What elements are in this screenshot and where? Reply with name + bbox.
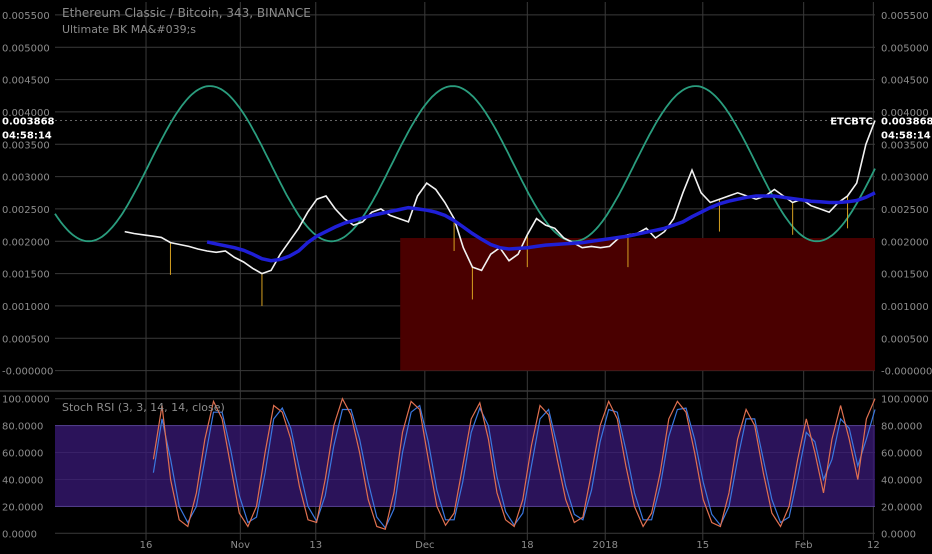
- price-tick-label-right: 0.002500: [881, 205, 929, 216]
- x-tick-label: Feb: [795, 540, 813, 550]
- rsi-tick-label-left: 80.0000: [2, 422, 43, 433]
- price-tick-label-left: 0.002500: [2, 205, 50, 216]
- price-tick-label-left: 0.000500: [2, 334, 50, 345]
- x-tick-label: 12: [867, 540, 880, 550]
- x-tick-label: 18: [521, 540, 534, 550]
- chart-title: Ethereum Classic / Bitcoin, 343, BINANCE: [62, 6, 311, 20]
- last-price-right: 0.003868: [881, 116, 932, 127]
- rsi-tick-label-right: 100.0000: [881, 395, 929, 406]
- price-tick-label-left: 0.004500: [2, 76, 50, 87]
- price-tick-label-right: 0.001000: [881, 302, 929, 313]
- price-tick-label-right: 0.000500: [881, 334, 929, 345]
- rsi-tick-label-right: 60.0000: [881, 449, 922, 460]
- price-tick-label-right: 0.004000: [881, 108, 929, 119]
- symbol-label: ETCBTC: [830, 116, 873, 127]
- last-price-left: 0.003868: [2, 116, 55, 127]
- rsi-tick-label-right: 20.0000: [881, 502, 922, 513]
- price-tick-label-right: 0.003000: [881, 173, 929, 184]
- cycle-line: [54, 85, 876, 243]
- price-tick-label-left: 0.001500: [2, 270, 50, 281]
- countdown-left: 04:58:14: [2, 130, 52, 141]
- rsi-tick-label-left: 60.0000: [2, 449, 43, 460]
- x-tick-label: Nov: [231, 540, 251, 550]
- price-tick-label-left: 0.002000: [2, 237, 50, 248]
- price-tick-label-left: 0.001000: [2, 302, 50, 313]
- price-tick-label-right: 0.005500: [881, 11, 929, 22]
- x-tick-label: 16: [140, 540, 153, 550]
- rsi-k-line: [152, 397, 876, 530]
- x-tick-label: 13: [309, 540, 322, 550]
- price-tick-label-right: -0.000000: [881, 367, 932, 378]
- rsi-tick-label-right: 80.0000: [881, 422, 922, 433]
- price-tick-label-left: 0.003500: [2, 140, 50, 151]
- rsi-tick-label-left: 20.0000: [2, 502, 43, 513]
- price-tick-label-left: -0.000000: [2, 367, 53, 378]
- rsi-label: Stoch RSI (3, 3, 14, 14, close): [62, 401, 225, 414]
- rsi-tick-label-right: 40.0000: [881, 475, 922, 486]
- volume-profile-area: [400, 238, 875, 371]
- x-tick-label: Dec: [415, 540, 434, 550]
- rsi-tick-label-left: 0.0000: [2, 529, 37, 540]
- price-tick-label-left: 0.005000: [2, 43, 50, 54]
- rsi-tick-label-right: 0.0000: [881, 529, 916, 540]
- price-tick-label-right: 0.002000: [881, 237, 929, 248]
- price-tick-label-right: 0.003500: [881, 140, 929, 151]
- price-tick-label-right: 0.001500: [881, 270, 929, 281]
- ma-line: [206, 191, 876, 263]
- price-tick-label-right: 0.005000: [881, 43, 929, 54]
- price-tick-label-left: 0.005500: [2, 11, 50, 22]
- rsi-tick-label-left: 40.0000: [2, 475, 43, 486]
- rsi-tick-label-left: 100.0000: [2, 395, 50, 406]
- price-tick-label-left: 0.003000: [2, 173, 50, 184]
- price-tick-label-left: 0.004000: [2, 108, 50, 119]
- x-tick-label: 2018: [592, 540, 617, 550]
- countdown-right: 04:58:14: [881, 130, 931, 141]
- price-tick-label-right: 0.004500: [881, 76, 929, 87]
- x-tick-label: 15: [696, 540, 709, 550]
- indicator-label: Ultimate BK MA&#039;s: [62, 23, 197, 36]
